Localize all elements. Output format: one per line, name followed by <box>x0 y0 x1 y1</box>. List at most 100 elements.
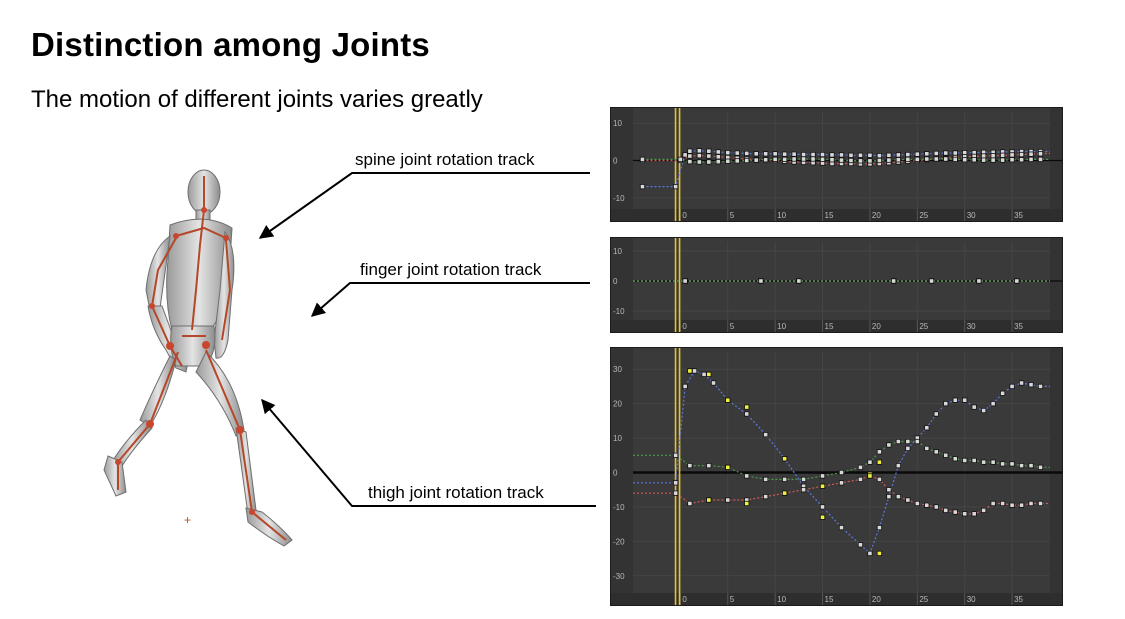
keyframe-point <box>876 449 883 455</box>
y-tick-label: 20 <box>613 400 622 409</box>
keyframe-point <box>1000 390 1006 396</box>
keyframe-point <box>924 151 930 157</box>
x-tick-label: 15 <box>825 322 834 331</box>
series-line-x_series <box>633 475 1050 515</box>
keyframe-point <box>725 150 731 156</box>
x-tick-label: 5 <box>730 211 735 220</box>
time-ruler <box>611 209 1062 221</box>
keyframe-point <box>744 473 750 479</box>
keyframe-point <box>701 371 707 377</box>
keyframe-point <box>677 156 683 162</box>
keyframe-point <box>682 278 688 284</box>
finger-track-chart: 0 5 10 15 20 25 30 35 10 0 -10 <box>611 238 1062 332</box>
keyframe-point <box>857 476 864 482</box>
keyframe-point <box>895 438 901 445</box>
keyframe-point <box>990 459 996 465</box>
y-tick-label: -30 <box>613 572 625 581</box>
keyframe-point <box>706 371 712 377</box>
keyframe-point <box>734 150 740 156</box>
keyframe-point <box>725 158 731 164</box>
keyframe-point <box>763 157 769 163</box>
spine-track-chart: 0 5 10 15 20 25 30 35 10 0 -10 <box>611 108 1062 221</box>
keyframe-point <box>895 493 901 500</box>
keyframe-point <box>639 184 646 190</box>
keyframe-point <box>725 397 731 403</box>
keyframe-point <box>819 483 826 489</box>
keyframe-point <box>715 154 721 160</box>
keyframe-point <box>905 497 911 503</box>
keyframe-point <box>715 149 721 155</box>
keyframe-point <box>914 151 920 157</box>
keyframe-point <box>905 151 911 158</box>
keyframe-point <box>867 152 873 158</box>
y-tick-label: 0 <box>613 469 618 478</box>
keyframe-point <box>800 151 807 158</box>
keyframe-point <box>962 457 968 464</box>
keyframe-point <box>1037 156 1044 162</box>
keyframe-point <box>933 156 939 162</box>
keyframe-point <box>990 153 996 159</box>
thigh-track-chart: 0 5 10 15 20 25 30 35 30 20 10 0 -10 -20 -30 <box>611 348 1062 605</box>
thigh-track-panel: 0 5 10 15 20 25 30 35 30 20 10 0 -10 -20 -30 <box>610 347 1063 606</box>
keyframe-point <box>857 158 864 164</box>
keyframe-point <box>639 156 646 162</box>
keyframe-point <box>744 404 750 410</box>
x-tick-label: 0 <box>682 322 687 331</box>
keyframe-point <box>782 456 788 462</box>
keyframe-point <box>914 156 920 162</box>
keyframe-point <box>971 404 977 410</box>
series-line-y_series <box>642 158 1050 163</box>
y-tick-label: -10 <box>613 307 625 316</box>
keyframe-point <box>753 151 759 157</box>
keyframe-point <box>981 507 987 513</box>
x-tick-label: 10 <box>777 322 786 331</box>
keyframe-point <box>725 464 731 470</box>
keyframe-point <box>952 509 958 515</box>
y-axis-gutter <box>611 238 633 332</box>
keyframe-point <box>962 397 968 403</box>
series-line-x_series <box>642 152 1051 165</box>
y-tick-label: 10 <box>613 119 622 128</box>
keyframe-point <box>971 457 977 464</box>
keyframe-point <box>905 156 911 162</box>
keyframe-point <box>687 463 693 469</box>
finger-track-panel: 0 5 10 15 20 25 30 35 10 0 -10 <box>610 237 1063 333</box>
keyframe-point <box>924 156 930 162</box>
keyframe-point <box>673 480 679 486</box>
keyframe-point <box>1000 500 1006 507</box>
spine-callout-label: spine joint rotation track <box>355 150 535 169</box>
keyframe-point <box>1028 156 1034 162</box>
y-tick-label: -10 <box>613 194 625 203</box>
x-tick-label: 5 <box>730 322 735 331</box>
x-tick-label: 25 <box>919 211 928 220</box>
keyframe-point <box>924 445 930 451</box>
keyframe-point <box>791 156 797 162</box>
keyframe-point <box>914 500 920 507</box>
keyframe-point <box>933 411 939 417</box>
keyframe-point <box>924 425 930 431</box>
keyframe-point <box>933 150 939 157</box>
keyframe-point <box>687 148 693 154</box>
right-gutter <box>1050 348 1062 593</box>
keyframe-point <box>782 151 788 157</box>
keyframe-point <box>1014 278 1020 284</box>
keyframe-point <box>838 152 845 158</box>
keyframe-point <box>782 476 788 482</box>
keyframe-point <box>706 497 712 503</box>
keyframe-point <box>744 150 750 157</box>
x-tick-label: 10 <box>777 595 786 604</box>
x-tick-label: 35 <box>1014 211 1023 220</box>
keyframe-point <box>857 542 864 548</box>
thigh-callout-label: thigh joint rotation track <box>368 483 544 502</box>
keyframe-point <box>905 445 911 451</box>
callout-arrows <box>258 172 596 507</box>
keyframe-point <box>971 157 977 163</box>
keyframe-point <box>819 514 826 520</box>
x-tick-label: 25 <box>919 595 928 604</box>
x-tick-label: 20 <box>872 322 881 331</box>
keyframe-point <box>976 278 982 284</box>
keyframe-point <box>876 157 883 164</box>
keyframe-point <box>782 490 788 496</box>
keyframe-point <box>782 156 788 162</box>
keyframe-point <box>791 151 797 157</box>
